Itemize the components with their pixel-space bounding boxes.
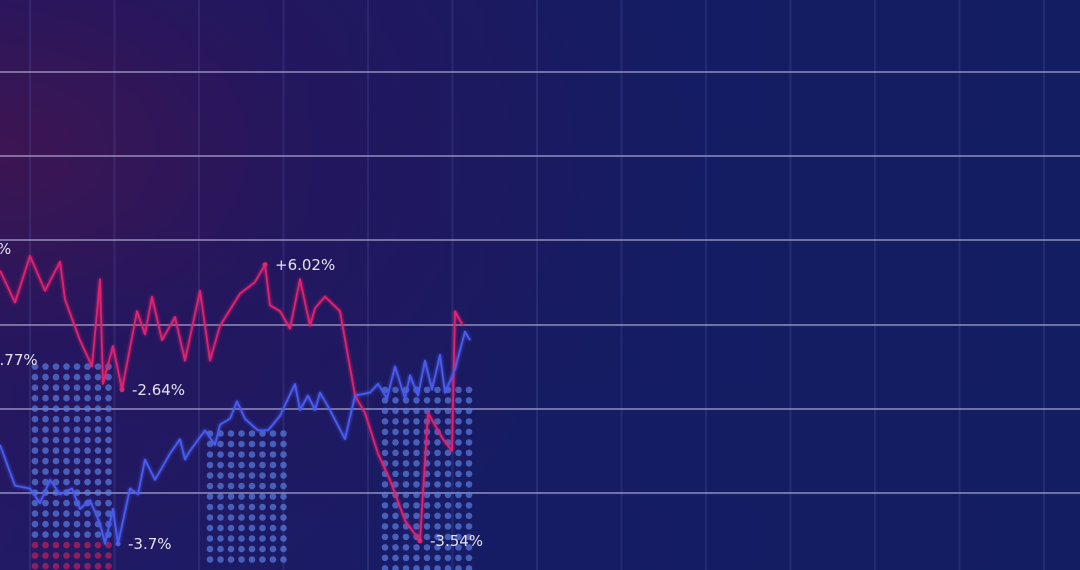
dot-matrix-bar — [206, 430, 287, 563]
annotation-label: 4.77% — [0, 350, 38, 369]
annotation-label: -3.54% — [430, 531, 484, 550]
dot-matrix-bar — [31, 363, 112, 570]
annotation-point — [119, 387, 125, 393]
annotation-label: % — [0, 240, 11, 258]
annotation-point — [417, 538, 423, 544]
annotation-point — [115, 541, 121, 547]
annotation-point — [262, 262, 268, 268]
annotation-label: -2.64% — [132, 380, 186, 399]
red-series-line — [0, 255, 464, 542]
annotation-label: +6.02% — [275, 255, 336, 274]
annotation-label: -3.7% — [128, 534, 172, 553]
blue-series-line — [0, 330, 471, 545]
